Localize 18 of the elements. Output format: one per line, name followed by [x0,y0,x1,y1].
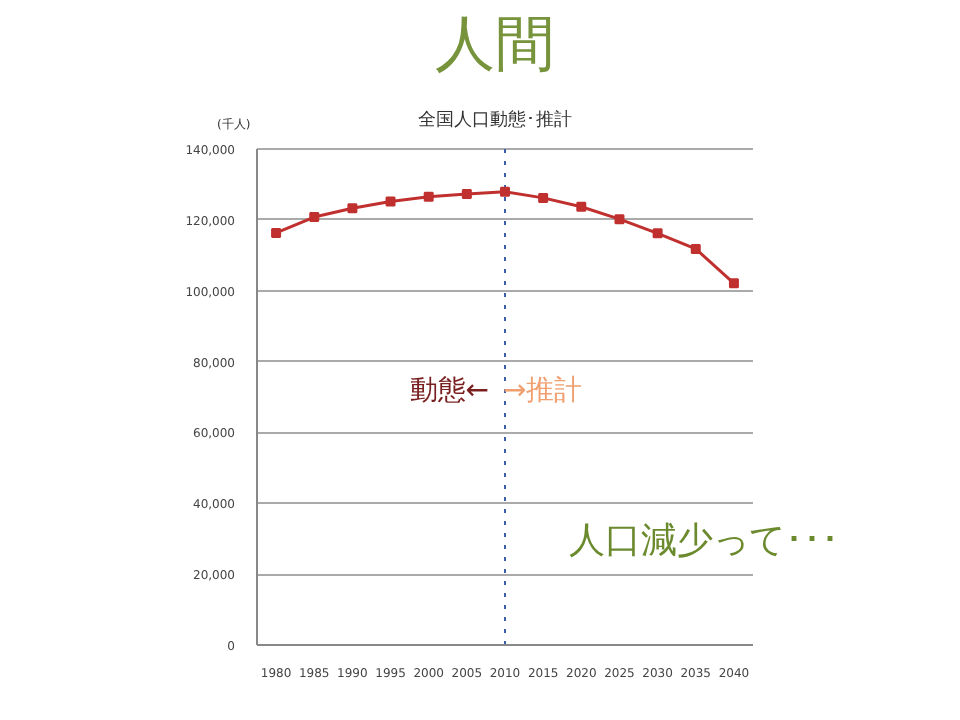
point [347,203,358,214]
point [461,188,472,199]
point [423,191,434,202]
point [614,214,625,225]
point [309,212,320,223]
point [652,228,663,239]
point [385,196,396,207]
annotation: 動態← [409,375,490,407]
point [690,243,701,254]
point [728,278,739,289]
chart-subtitle: 全国人口動態･推計 [418,109,572,131]
annotation: 人口減少って･･･ [569,520,839,562]
point [538,192,549,203]
annotation: →推計 [503,375,583,407]
point [271,227,282,238]
chart-title: 人間 [435,10,555,80]
point [576,201,587,212]
point [500,186,510,197]
